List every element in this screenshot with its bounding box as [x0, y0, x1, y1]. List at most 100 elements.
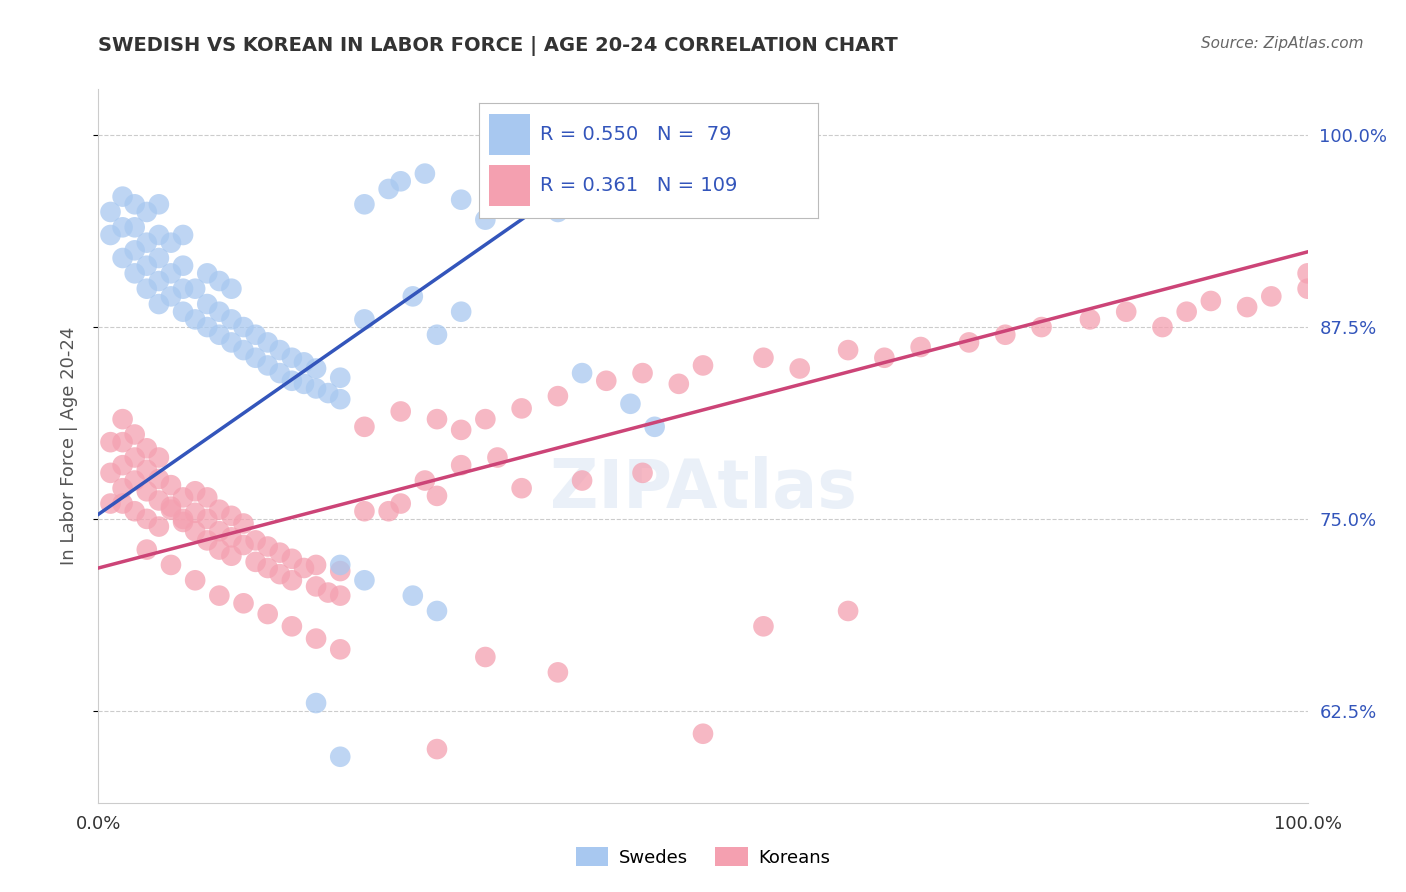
Point: [329, 392, 352, 407]
Point: [208, 304, 231, 318]
Text: SWEDISH VS KOREAN IN LABOR FORCE | AGE 20-24 CORRELATION CHART: SWEDISH VS KOREAN IN LABOR FORCE | AGE 2…: [98, 36, 898, 55]
Point: [184, 506, 207, 520]
Point: [124, 244, 146, 258]
Point: [124, 474, 146, 488]
Point: [232, 343, 254, 357]
Point: [910, 340, 932, 354]
Point: [221, 335, 243, 350]
Point: [148, 251, 170, 265]
Point: [426, 489, 449, 503]
Point: [329, 749, 352, 764]
Point: [510, 481, 533, 495]
Point: [571, 366, 593, 380]
Point: [172, 282, 194, 296]
Point: [450, 193, 472, 207]
Point: [135, 235, 157, 250]
Point: [329, 558, 352, 572]
Point: [631, 466, 654, 480]
Point: [377, 182, 399, 196]
Point: [426, 604, 449, 618]
Point: [232, 538, 254, 552]
Point: [111, 220, 134, 235]
Point: [1296, 282, 1319, 296]
Point: [148, 297, 170, 311]
Point: [100, 227, 122, 242]
Point: [221, 282, 243, 296]
Point: [510, 189, 533, 203]
Point: [486, 450, 509, 465]
Point: [111, 189, 134, 203]
Point: [631, 167, 654, 181]
Point: [256, 561, 278, 575]
Point: [1236, 300, 1258, 314]
Point: [994, 327, 1017, 342]
Point: [474, 412, 496, 426]
Point: [111, 435, 134, 450]
Text: Source: ZipAtlas.com: Source: ZipAtlas.com: [1201, 36, 1364, 51]
Point: [148, 227, 170, 242]
Point: [135, 463, 157, 477]
Point: [124, 197, 146, 211]
Point: [426, 327, 449, 342]
Point: [292, 376, 315, 391]
Point: [135, 542, 157, 557]
Point: [245, 351, 267, 365]
Point: [305, 558, 328, 572]
Point: [124, 427, 146, 442]
Point: [135, 205, 157, 219]
Point: [316, 386, 339, 401]
Point: [256, 540, 278, 554]
Y-axis label: In Labor Force | Age 20-24: In Labor Force | Age 20-24: [59, 326, 77, 566]
Point: [221, 508, 243, 523]
Point: [195, 491, 218, 505]
Point: [245, 533, 267, 548]
Point: [208, 542, 231, 557]
Point: [269, 567, 291, 582]
Point: [269, 366, 291, 380]
Point: [124, 266, 146, 280]
Point: [1078, 312, 1101, 326]
Point: [172, 512, 194, 526]
Point: [389, 404, 412, 418]
Point: [135, 259, 157, 273]
Point: [547, 665, 569, 680]
Point: [148, 450, 170, 465]
Point: [124, 450, 146, 465]
Point: [148, 197, 170, 211]
Point: [245, 555, 267, 569]
Point: [631, 366, 654, 380]
Point: [148, 519, 170, 533]
Point: [208, 589, 231, 603]
Point: [160, 500, 183, 514]
Point: [195, 320, 218, 334]
Point: [837, 604, 859, 618]
Point: [547, 389, 569, 403]
Point: [208, 274, 231, 288]
Point: [644, 419, 666, 434]
Point: [510, 401, 533, 416]
Point: [329, 564, 352, 578]
Point: [292, 355, 315, 369]
Point: [837, 343, 859, 357]
Point: [232, 320, 254, 334]
Point: [111, 481, 134, 495]
Point: [160, 266, 183, 280]
Text: ZIPAtlas: ZIPAtlas: [550, 456, 856, 522]
Point: [208, 327, 231, 342]
Point: [281, 574, 304, 588]
Point: [692, 727, 714, 741]
Point: [111, 251, 134, 265]
Point: [160, 289, 183, 303]
Point: [172, 491, 194, 505]
Point: [426, 742, 449, 756]
Point: [389, 174, 412, 188]
Point: [292, 561, 315, 575]
Point: [305, 632, 328, 646]
Point: [221, 530, 243, 544]
Point: [1175, 304, 1198, 318]
Point: [135, 484, 157, 499]
Point: [474, 650, 496, 665]
Point: [1296, 266, 1319, 280]
Point: [221, 549, 243, 563]
Point: [281, 351, 304, 365]
